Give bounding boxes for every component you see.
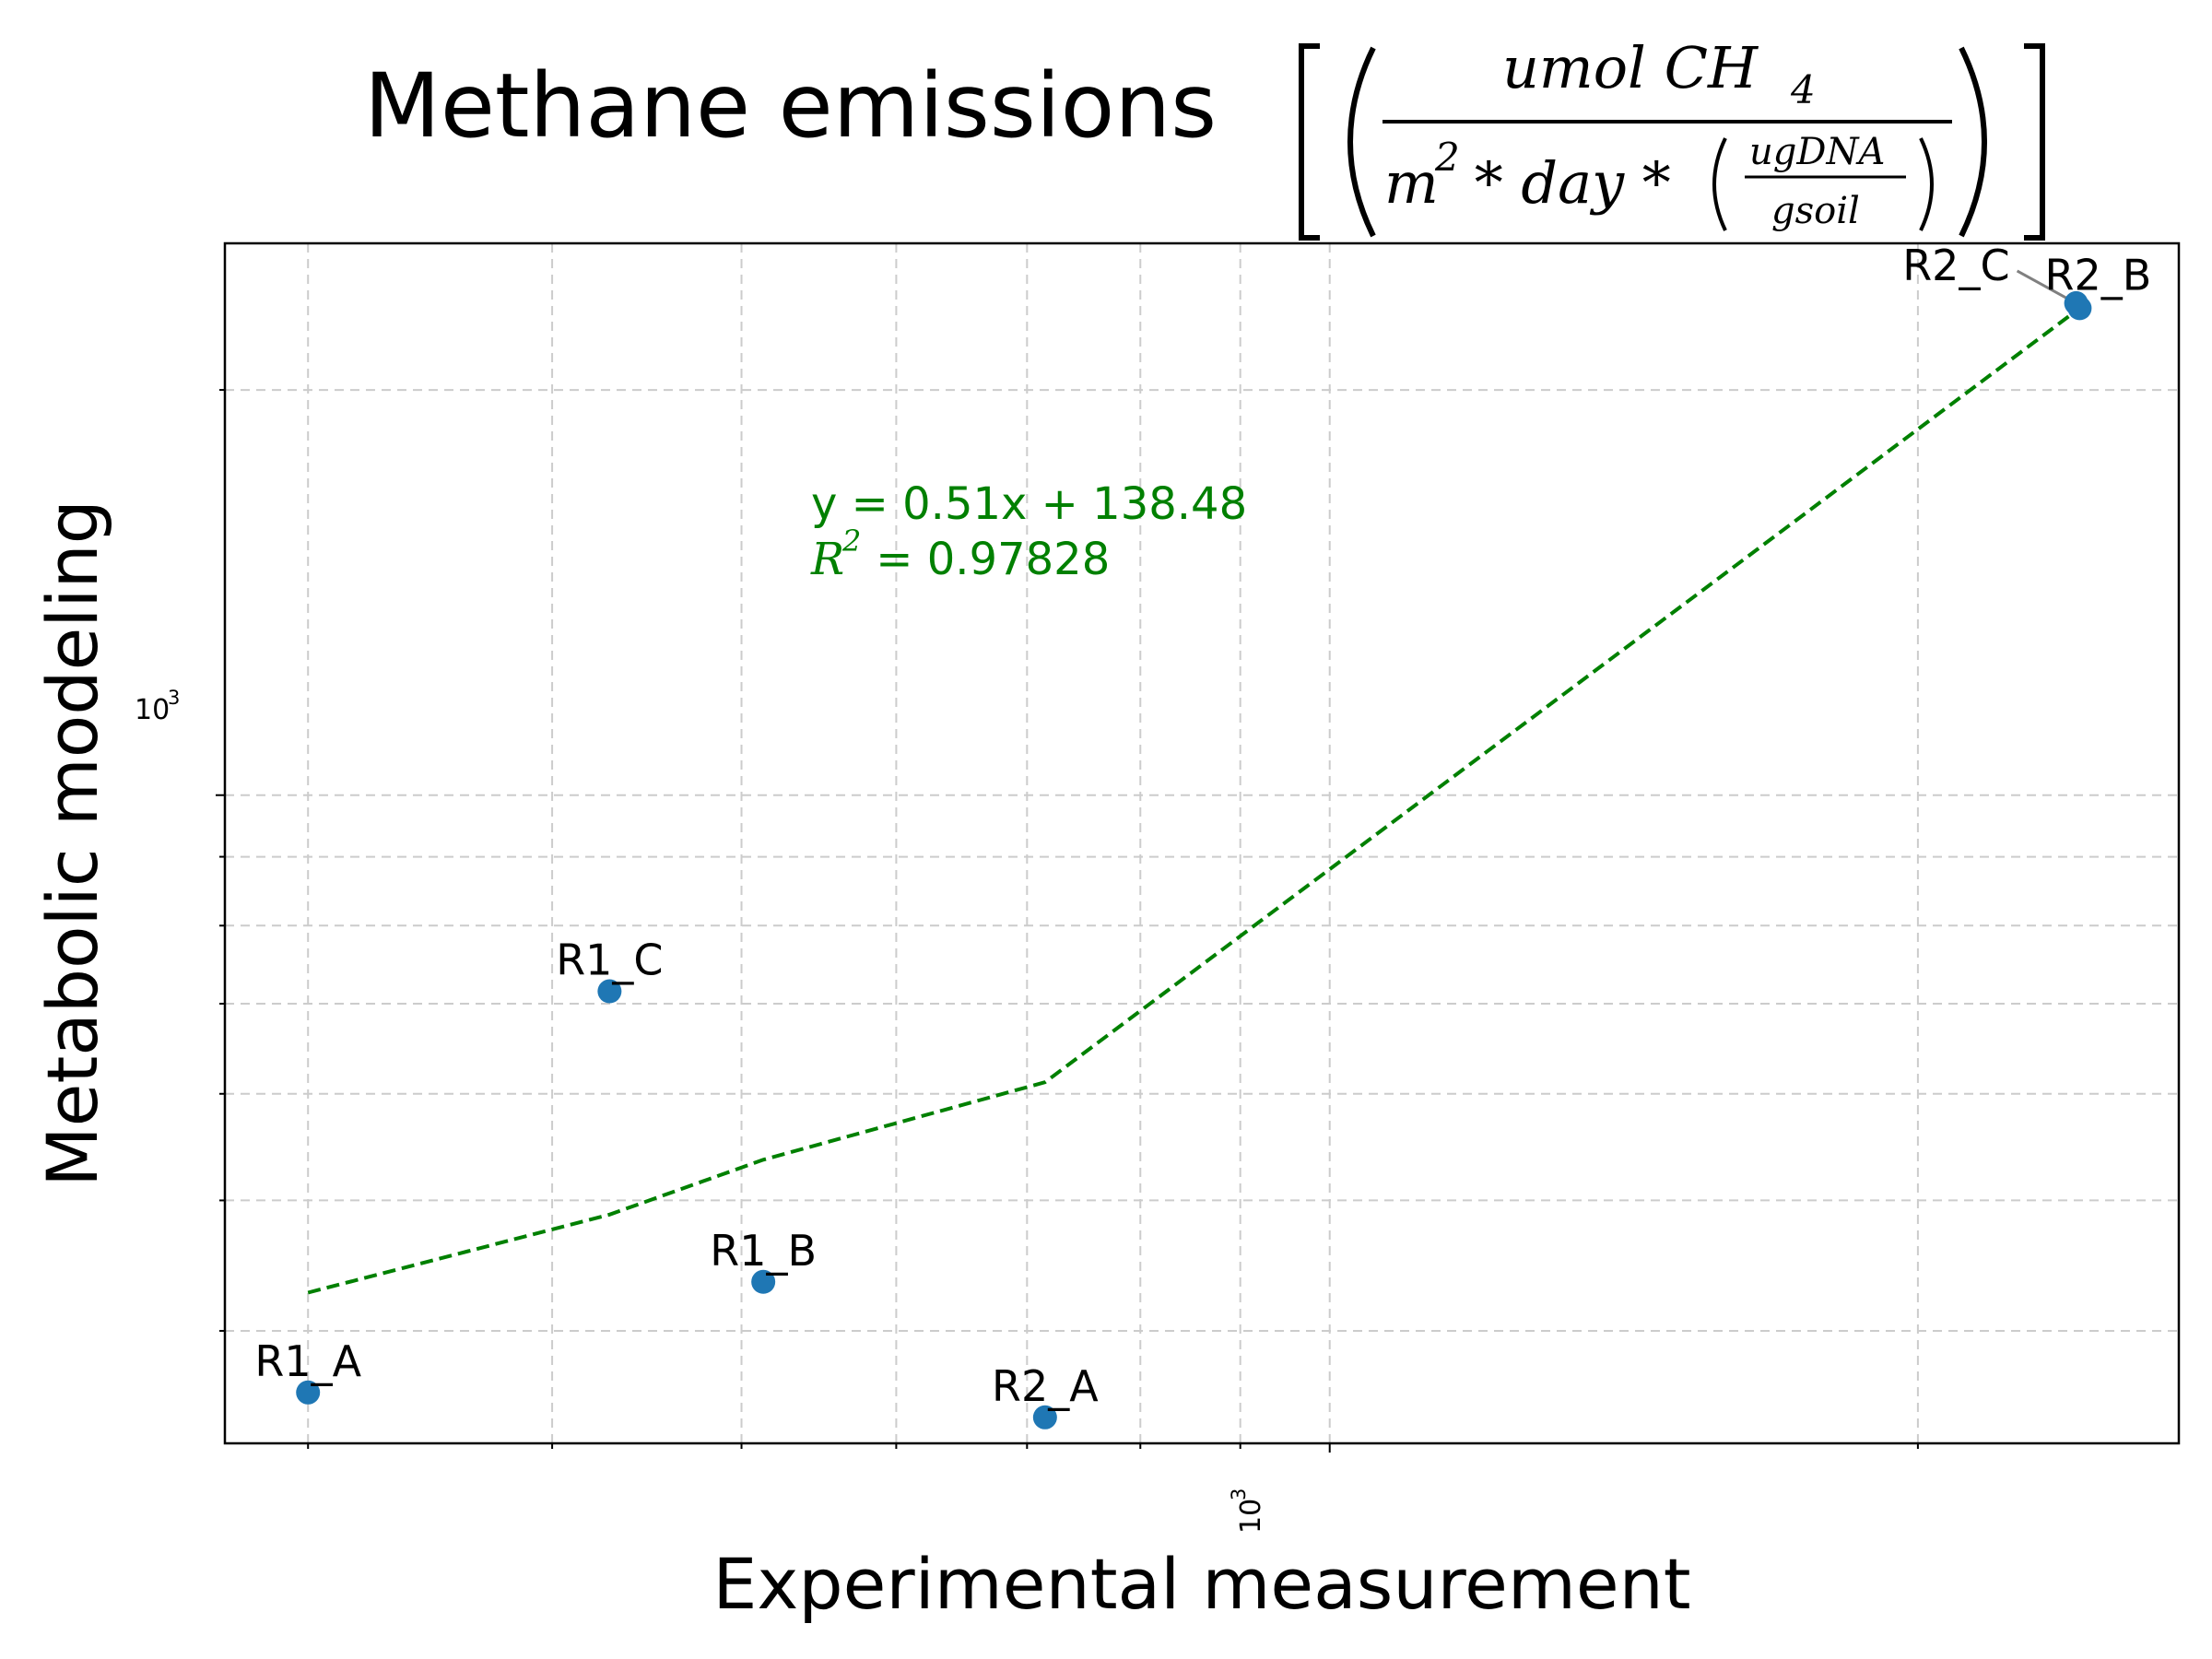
x-axis-label: Experimental measurement — [712, 1543, 1690, 1625]
data-point-r1-c — [597, 979, 622, 1004]
title-numerator-sub: 4 — [1790, 67, 1816, 112]
title-denom-rest: * day * — [1456, 149, 1689, 217]
point-label-r1-a: R1_A — [254, 1336, 361, 1386]
title-paren-left — [1347, 46, 1376, 238]
title-numerator: umol CH — [1502, 34, 1759, 101]
x-tick-label: 10 3 — [1228, 1488, 1267, 1534]
title-text: Methane emissions — [364, 54, 1217, 158]
chart-title: Methane emissions umol CH 4 m 2 * day * … — [364, 34, 2045, 241]
title-paren-right — [1959, 46, 1987, 238]
y-tick-label: 10 3 — [135, 687, 180, 726]
regression-annotation: y = 0.51x + 138.48 R 2 = 0.97828 — [810, 478, 1247, 585]
points — [296, 290, 2092, 1430]
data-point-r1-a — [296, 1380, 321, 1405]
title-bracket-left — [1299, 43, 1320, 241]
x-tick-label-base: 10 — [1235, 1499, 1267, 1534]
r-squared-prefix: R — [810, 534, 844, 585]
point-label-r2-a: R2_A — [992, 1361, 1099, 1411]
y-axis-label: Metabolic modeling — [31, 500, 113, 1187]
point-labels: R1_A R1_B R1_C R2_A R2_B R2_C — [254, 241, 2151, 1411]
x-tick-label-exp: 3 — [1228, 1488, 1250, 1500]
point-label-r1-c: R1_C — [556, 935, 663, 985]
fit-line-group — [307, 306, 2081, 1295]
plot-frame — [223, 241, 2181, 1445]
y-tick-label-exp: 3 — [168, 687, 180, 709]
title-denom-sup: 2 — [1434, 135, 1460, 180]
fit-line — [307, 306, 2081, 1295]
data-point-r2-c — [2064, 290, 2088, 315]
y-tick-label-base: 10 — [135, 694, 170, 726]
data-point-r2-a — [1032, 1405, 1057, 1430]
title-inner-paren-right — [1919, 137, 1934, 231]
title-bracket-right — [2024, 43, 2045, 241]
leader-lines — [2016, 269, 2074, 303]
title-inner-den: gsoil — [1771, 190, 1860, 232]
r-squared-sup: 2 — [841, 524, 861, 559]
title-inner-paren-left — [1712, 137, 1727, 231]
regression-equation: y = 0.51x + 138.48 — [811, 478, 1247, 530]
point-label-r1-b: R1_B — [710, 1226, 817, 1276]
title-inner-num: ugDNA — [1749, 131, 1885, 173]
leader-line-r2-c — [2016, 269, 2074, 303]
r-squared-value: = 0.97828 — [862, 534, 1110, 585]
title-denom-m: m — [1384, 149, 1439, 217]
data-point-r1-b — [751, 1269, 776, 1294]
point-label-r2-c: R2_C — [1902, 241, 2009, 290]
point-label-r2-b: R2_B — [2045, 250, 2152, 300]
grid — [225, 243, 2179, 1443]
